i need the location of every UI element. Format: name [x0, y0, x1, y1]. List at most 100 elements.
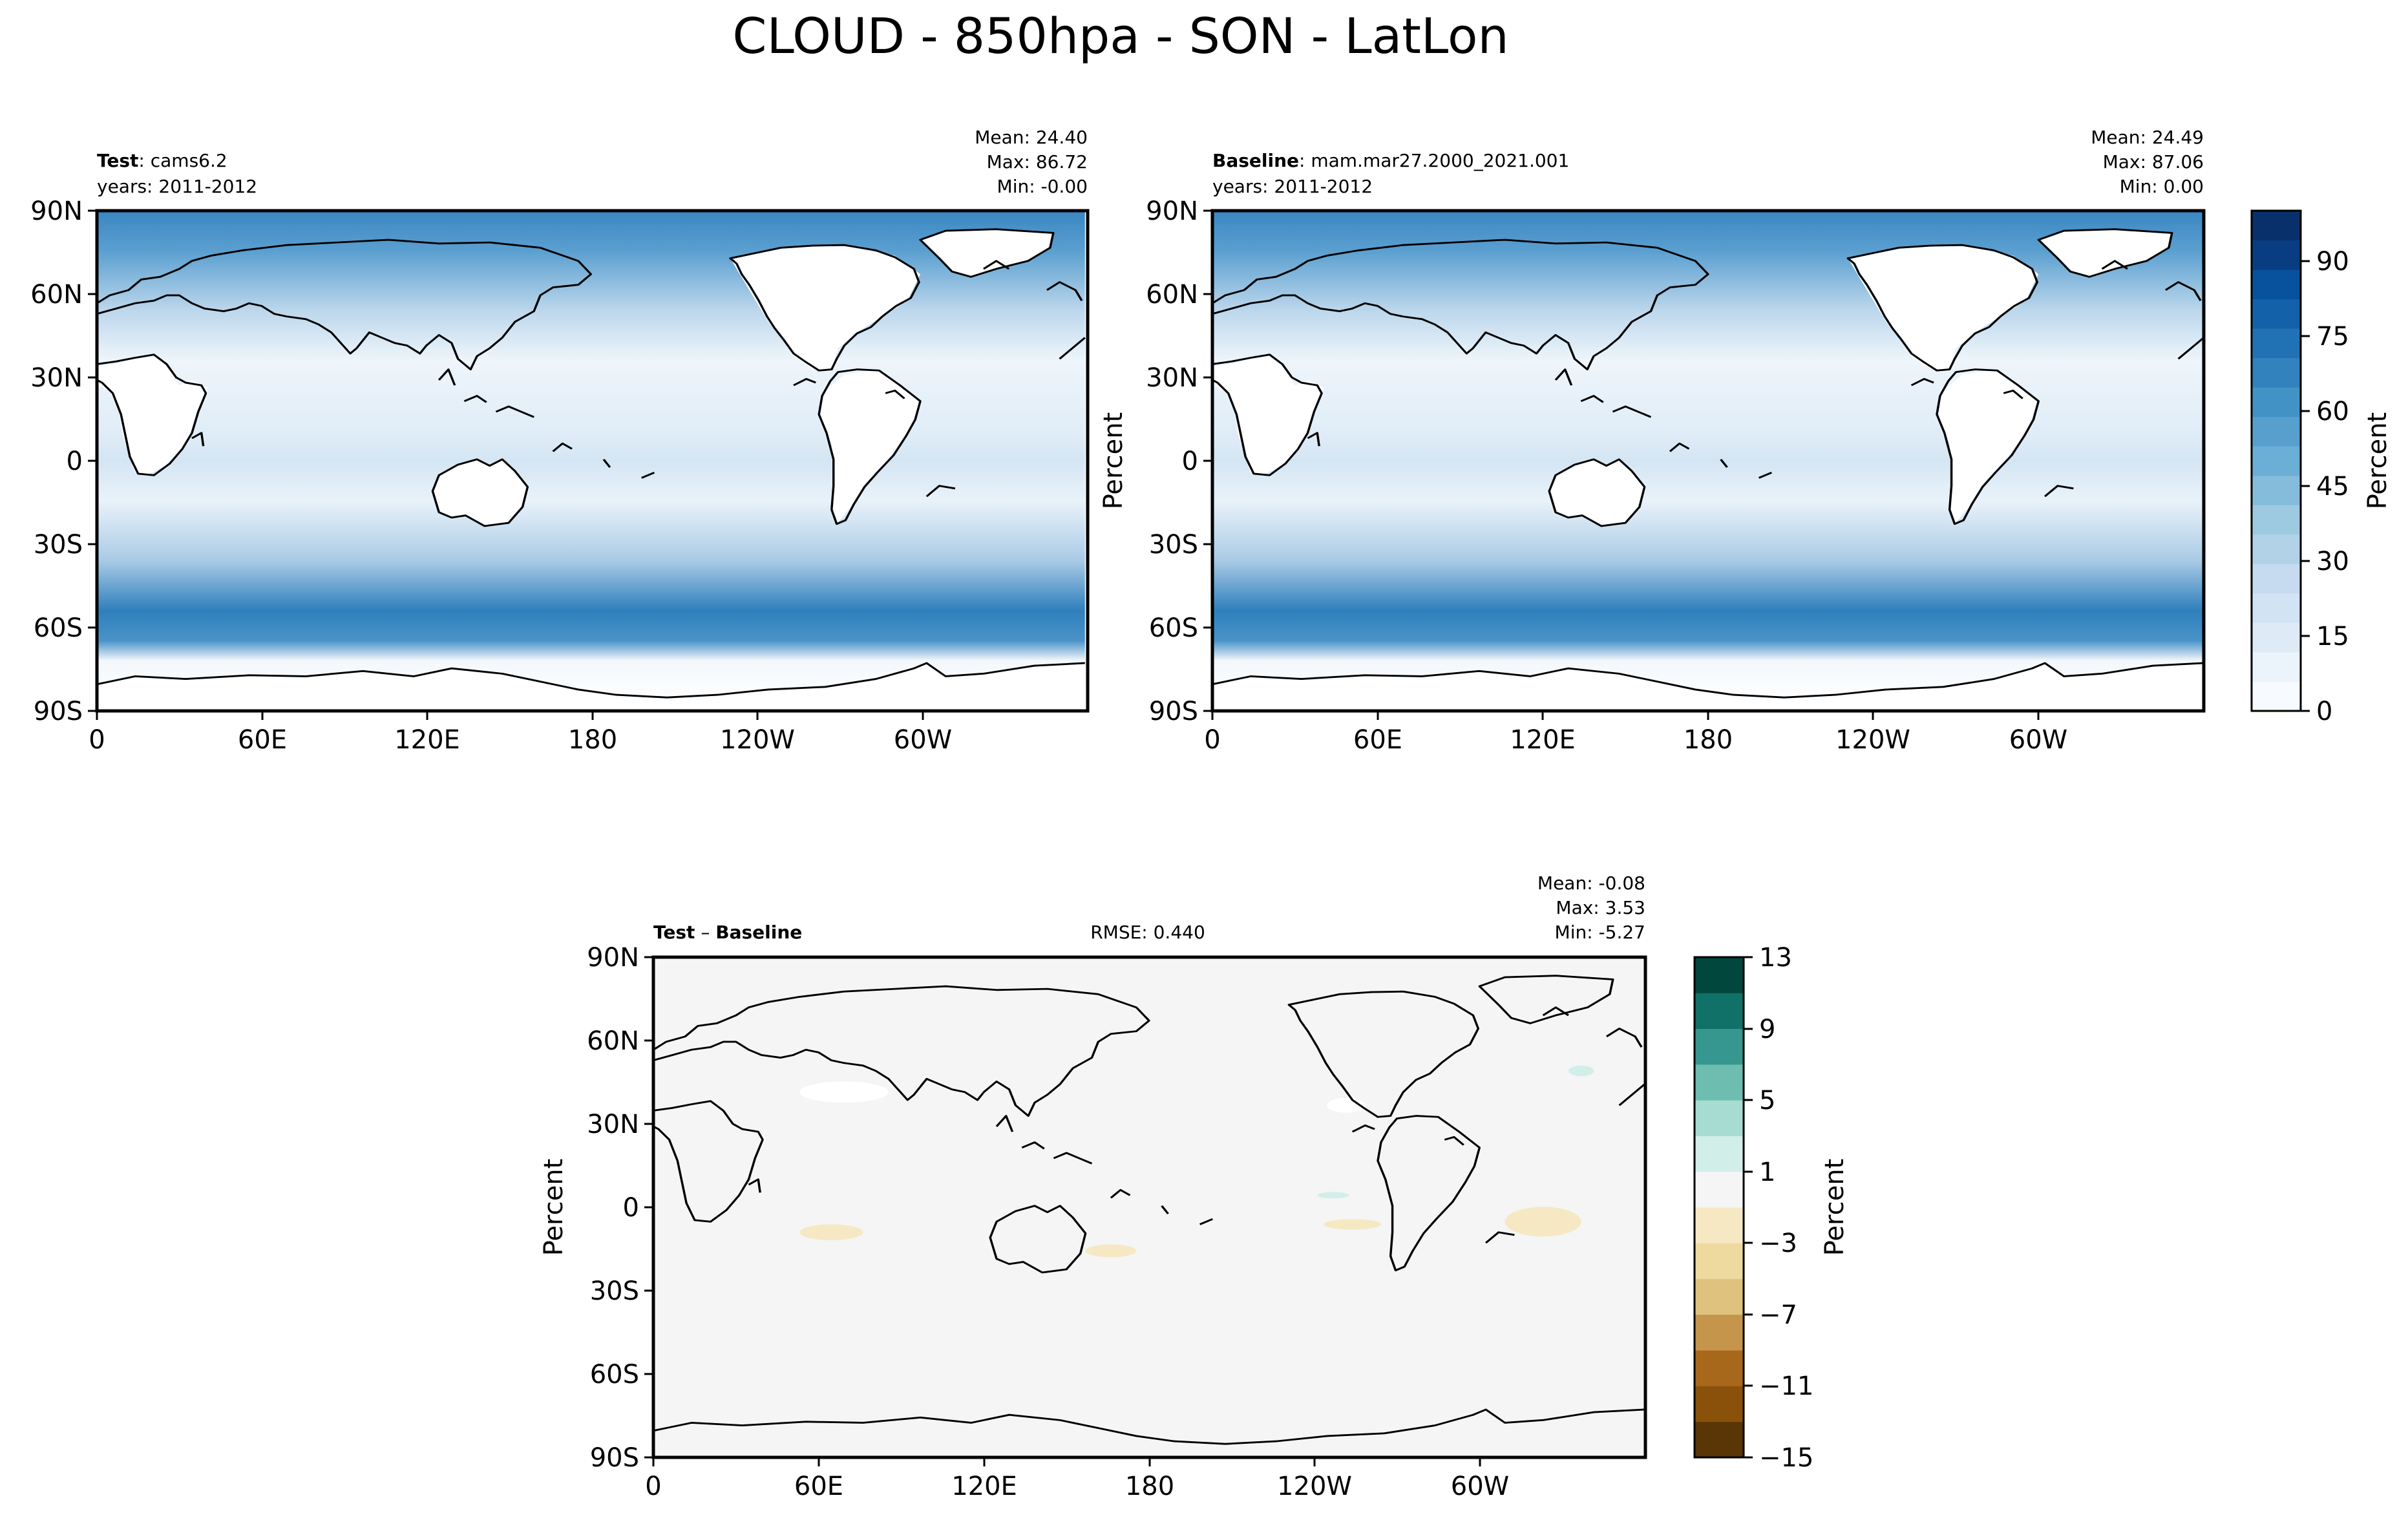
colorbar-ticks: 13 9 5 1 −3 −7 −11 −15 [1744, 943, 1813, 1473]
panel-label-bold: Baseline [1212, 150, 1299, 171]
xtick: 0 [645, 1457, 662, 1501]
colorbar-swatch [2252, 387, 2301, 417]
map-field [653, 957, 1645, 1457]
x-ticks: 0 60E 120E 180 120W 60W [89, 711, 952, 755]
y-ticks: 90N 60N 30N 0 30S 60S 90S [30, 196, 97, 726]
colorbar-frame [2250, 209, 2302, 712]
x-ticks: 0 60E 120E 180 120W 60W [645, 1457, 1509, 1501]
colorbar-swatch [1695, 1350, 1744, 1386]
xtick: 120E [951, 1457, 1017, 1501]
ytick: 90N [587, 943, 653, 973]
colorbar-swatch [1695, 1386, 1744, 1422]
xtick: 120W [1835, 711, 1910, 755]
cbtick: 15 [2301, 622, 2349, 651]
xtick-label: 60W [2009, 725, 2067, 755]
ytick: 90S [590, 1443, 653, 1473]
ytick-label: 30S [590, 1276, 639, 1306]
ytick-label: 30N [30, 363, 83, 393]
xtick-label: 180 [568, 725, 617, 755]
colorbar-swatch [1695, 1421, 1744, 1458]
xtick: 120W [720, 711, 795, 755]
ytick: 60N [30, 280, 97, 310]
panel-years: years: 2011-2012 [97, 176, 257, 197]
xtick: 60W [2009, 711, 2067, 755]
xtick-label: 60E [794, 1472, 843, 1501]
colorbar-swatch [2252, 681, 2301, 712]
colorbar-swatch [2252, 357, 2301, 388]
xtick: 120W [1277, 1457, 1352, 1501]
stat-min: Min: -5.27 [1555, 922, 1645, 943]
stat-mean: Mean: 24.40 [975, 127, 1088, 148]
diff-patch [1317, 1192, 1349, 1199]
xtick: 120E [1510, 711, 1576, 755]
xtick-label: 60W [1451, 1472, 1509, 1501]
ytick: 30S [590, 1276, 653, 1306]
ytick: 90S [1149, 697, 1212, 726]
colorbar-swatch [2252, 593, 2301, 623]
ytick-label: 60N [30, 280, 83, 310]
xtick-label: 120W [1835, 725, 1910, 755]
diff-patch [1505, 1207, 1581, 1237]
panel-test: Test: cams6.2 years: 2011-2012 Mean: 24.… [30, 127, 1090, 755]
colorbar-swatch [2252, 416, 2301, 447]
cbtick-label: 30 [2316, 547, 2349, 576]
ytick-label: 30N [587, 1110, 639, 1139]
xtick-label: 60E [1353, 725, 1402, 755]
cbtick-label: −3 [1759, 1229, 1797, 1258]
map-diff [652, 957, 1646, 1457]
cbtick-label: −15 [1759, 1443, 1813, 1473]
xtick: 0 [89, 711, 105, 755]
colorbar-swatch [1695, 1100, 1744, 1136]
xtick-label: 120E [394, 725, 460, 755]
ytick: 90S [34, 697, 97, 726]
xtick-label: 120E [1510, 725, 1576, 755]
ytick: 30S [1149, 530, 1212, 560]
xtick: 60E [794, 1457, 843, 1501]
panel-label: Test – Baseline [653, 922, 802, 943]
panel-label: Test: cams6.2 [97, 150, 227, 171]
ytick-label: 30S [1149, 530, 1198, 560]
ytick-label: 0 [67, 447, 83, 476]
colorbar-swatch [1695, 957, 1744, 993]
cbtick: −3 [1744, 1229, 1797, 1258]
ytick-label: 90N [1146, 196, 1198, 226]
ytick: 30S [34, 530, 97, 560]
xtick: 60E [238, 711, 287, 755]
colorbar-swatch [2252, 505, 2301, 535]
diff-patch [1568, 1065, 1594, 1077]
colorbar-swatch [1695, 993, 1744, 1030]
ytick-label: 60S [1149, 613, 1198, 643]
cbtick: 30 [2301, 547, 2349, 576]
ytick: 0 [623, 1193, 653, 1223]
ytick: 60S [1149, 613, 1212, 643]
panel-label-rest: : mam.mar27.2000_2021.001 [1299, 150, 1569, 171]
xtick-label: 0 [645, 1472, 661, 1501]
colorbar-swatch [2252, 534, 2301, 564]
colorbar-swatch [2252, 270, 2301, 300]
stat-mean: Mean: 24.49 [2091, 127, 2204, 148]
y-axis-label: Percent [1099, 412, 1128, 510]
xtick: 60E [1353, 711, 1402, 755]
xtick-label: 180 [1684, 725, 1733, 755]
cbtick-label: 0 [2316, 697, 2332, 726]
xtick: 0 [1204, 711, 1221, 755]
panel-label-mid: – [695, 922, 715, 943]
xtick: 180 [1125, 1457, 1174, 1501]
ytick-label: 30S [34, 530, 83, 560]
colorbar-percent: 0 15 30 45 60 75 90 Percent [2250, 209, 2392, 726]
ytick: 60S [34, 613, 97, 643]
map-baseline [1211, 211, 2205, 711]
cbtick-label: 9 [1759, 1015, 1775, 1044]
colorbar-swatch [2252, 211, 2301, 241]
colorbar-swatch [1695, 1207, 1744, 1243]
figure-title: CLOUD - 850hpa - SON - LatLon [732, 7, 1508, 65]
xtick-label: 120E [951, 1472, 1017, 1501]
xtick: 60W [1451, 1457, 1509, 1501]
ytick-label: 90N [30, 196, 83, 226]
stat-min: Min: -0.00 [997, 176, 1088, 197]
y-ticks: 90N 60N 30N 0 30S 60S 90S [587, 943, 653, 1473]
cbtick-label: 75 [2316, 322, 2349, 352]
map-test [96, 211, 1086, 711]
y-ticks: 90N 60N 30N 0 30S 60S 90S [1146, 196, 1212, 726]
